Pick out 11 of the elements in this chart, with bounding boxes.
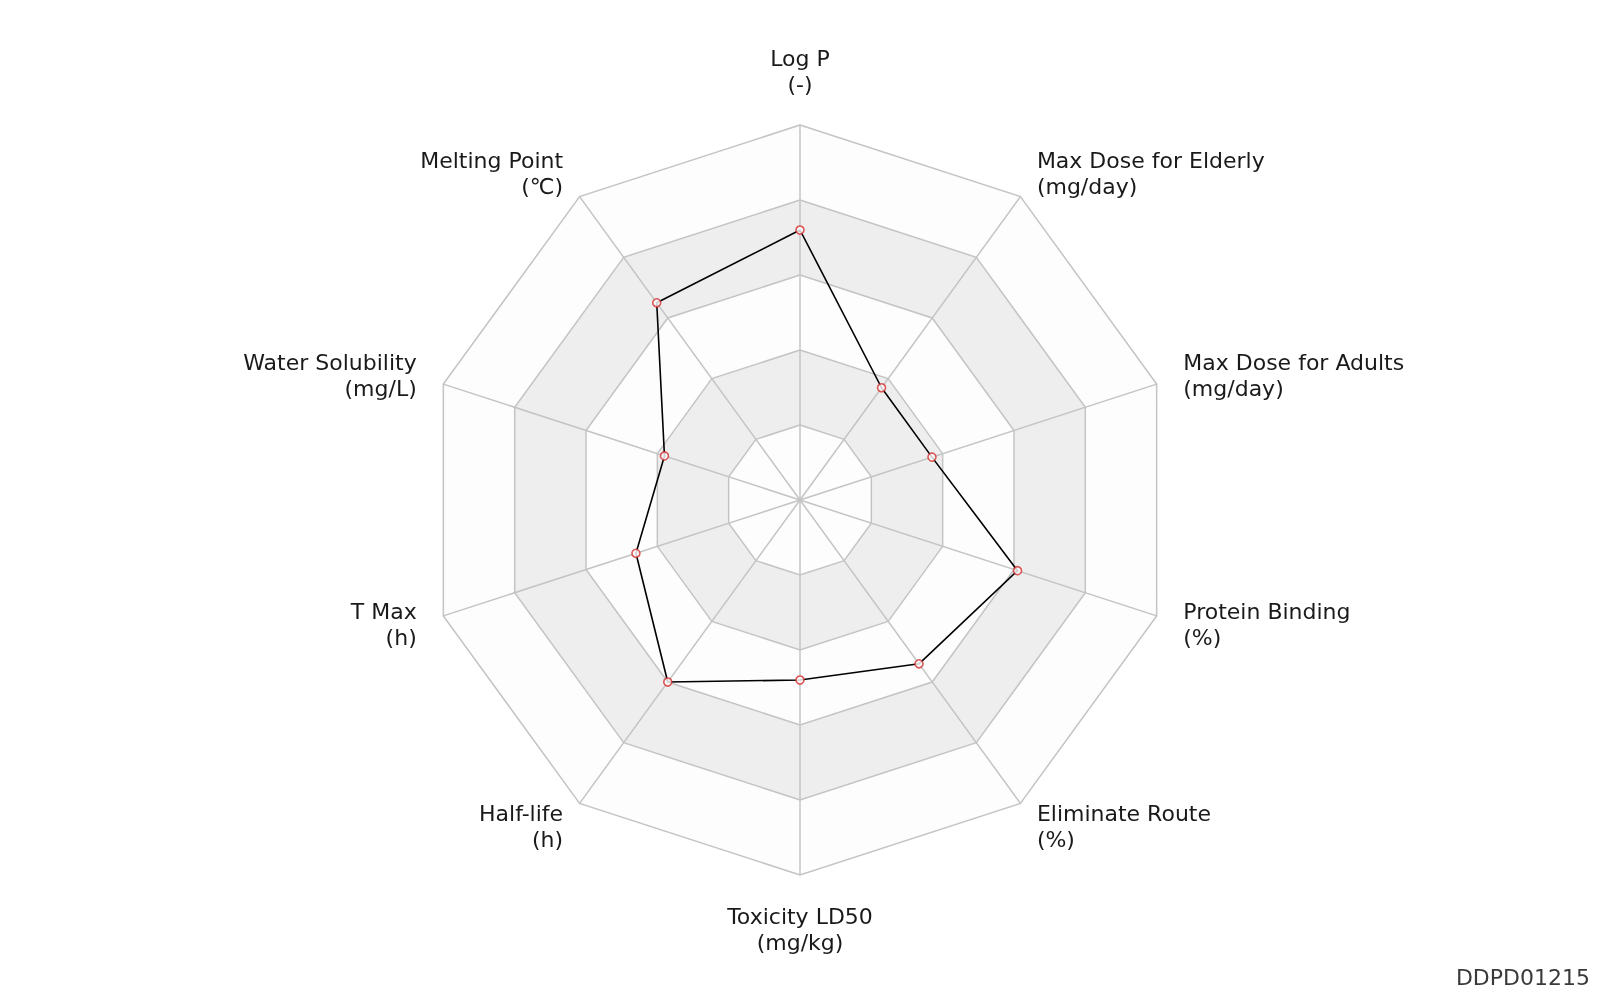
spoke-label: Max Dose for Elderly (mg/day) bbox=[1036, 148, 1265, 200]
spoke-label: Melting Point (℃) bbox=[420, 148, 564, 200]
spoke-label: Toxicity LD50 (mg/kg) bbox=[726, 903, 873, 955]
spoke-label: Water Solubility (mg/L) bbox=[243, 349, 417, 401]
spoke-label: Protein Binding (%) bbox=[1183, 599, 1351, 651]
spoke-label: Half-life (h) bbox=[479, 800, 564, 852]
spoke-label: Eliminate Route (%) bbox=[1036, 800, 1211, 852]
text: DDPD01215 bbox=[1455, 964, 1590, 990]
spoke-label: T Max (h) bbox=[349, 599, 417, 651]
spoke-label: Max Dose for Adults (mg/day) bbox=[1183, 349, 1405, 401]
spoke-label: Log P (-) bbox=[770, 45, 830, 97]
